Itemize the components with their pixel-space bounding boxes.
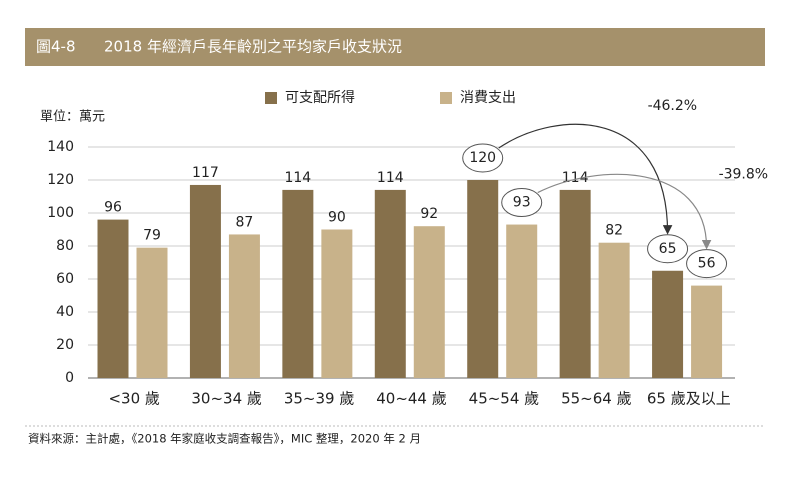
label-circle xyxy=(647,234,689,264)
x-tick-label: 45~54 歲 xyxy=(469,390,540,408)
annotation-arrow xyxy=(498,123,673,235)
bar xyxy=(652,270,684,378)
legend-swatch xyxy=(265,92,277,104)
figure-label: 圖4-8 xyxy=(36,38,76,56)
y-tick-label: 120 xyxy=(47,172,74,188)
bar xyxy=(321,229,353,378)
x-tick-label: 30~34 歲 xyxy=(191,390,262,408)
label-circle xyxy=(462,143,504,173)
data-label: 120 xyxy=(469,150,496,166)
y-tick-label: 140 xyxy=(47,139,74,155)
data-label: 65 xyxy=(659,241,677,257)
data-label: 87 xyxy=(236,214,254,230)
data-label: 92 xyxy=(420,206,438,222)
bar xyxy=(282,189,314,378)
x-tick-label: 35~39 歲 xyxy=(284,390,355,408)
source: 資料來源：主計處，《2018 年家庭收支調查報告》，MIC 整理，2020 年 … xyxy=(28,432,421,446)
bar xyxy=(413,226,445,378)
y-tick-label: 20 xyxy=(56,337,74,353)
x-tick-label: <30 歲 xyxy=(108,390,159,408)
annotation-arrow xyxy=(537,173,712,250)
y-tick-label: 40 xyxy=(56,304,74,320)
annotation-label: -46.2% xyxy=(648,98,698,114)
y-tick-label: 80 xyxy=(56,238,74,254)
annotation-label: -39.8% xyxy=(719,167,769,183)
label-circle xyxy=(686,249,728,279)
bar xyxy=(228,234,260,378)
bar xyxy=(467,180,499,378)
legend-label: 消費支出 xyxy=(460,90,516,106)
unit-label: 單位：萬元 xyxy=(40,110,105,125)
title-bar xyxy=(25,28,765,66)
data-label: 114 xyxy=(562,170,589,186)
bar xyxy=(691,285,723,378)
bar xyxy=(189,184,221,378)
x-tick-label: 40~44 歲 xyxy=(376,390,447,408)
bar xyxy=(559,189,591,378)
bar xyxy=(97,219,129,378)
legend-label: 可支配所得 xyxy=(285,89,355,106)
bar xyxy=(136,247,168,378)
data-label: 82 xyxy=(605,223,623,239)
bar xyxy=(506,224,538,378)
y-tick-label: 100 xyxy=(47,205,74,221)
x-tick-label: 65 歲及以上 xyxy=(647,390,731,408)
data-label: 117 xyxy=(192,165,219,181)
bar xyxy=(598,242,630,378)
data-label: 79 xyxy=(143,228,161,244)
y-tick-label: 0 xyxy=(65,370,74,386)
legend-swatch xyxy=(440,92,452,104)
bar xyxy=(374,189,406,378)
label-circle xyxy=(501,188,543,218)
data-label: 90 xyxy=(328,210,346,226)
data-label: 96 xyxy=(104,200,122,216)
y-tick-label: 60 xyxy=(56,271,74,287)
data-label: 114 xyxy=(377,170,404,186)
x-tick-label: 55~64 歲 xyxy=(561,390,632,408)
data-label: 114 xyxy=(284,170,311,186)
data-label: 56 xyxy=(698,256,716,272)
data-label: 93 xyxy=(513,195,531,211)
chart-title: 2018 年經濟戶長年齡別之平均家戶收支狀況 xyxy=(104,38,402,56)
